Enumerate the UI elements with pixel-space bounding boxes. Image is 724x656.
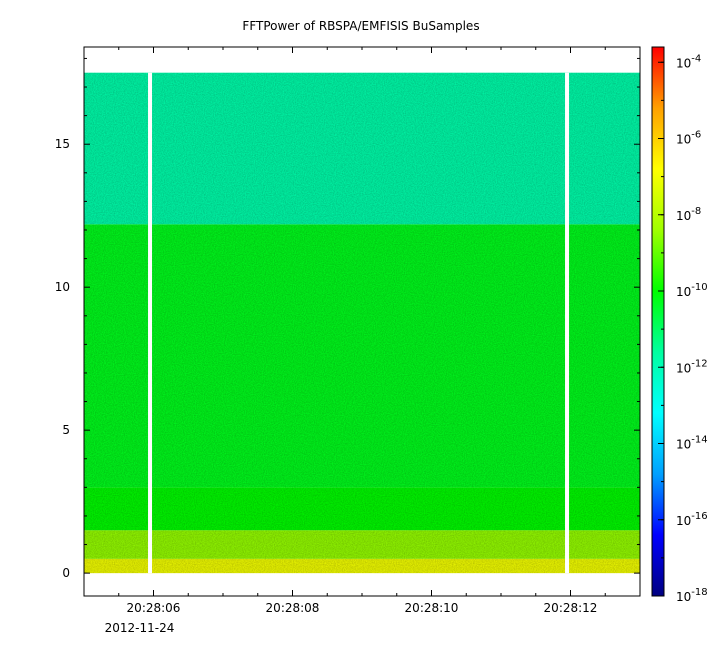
colorbar-tick-exponent: -4 <box>691 53 701 64</box>
colorbar-tick-label: 10-18 <box>676 587 708 604</box>
x-tick-date-label: 2012-11-24 <box>105 621 175 635</box>
data-gap-1 <box>565 72 570 574</box>
colorbar-tick-exponent: -14 <box>691 435 707 446</box>
colorbar-tick-label: 10-6 <box>676 130 701 147</box>
colorbar-tick-label: 10-16 <box>676 511 708 528</box>
spectrogram-band-0 <box>84 558 640 574</box>
x-tick-label: 20:28:12 <box>544 601 598 615</box>
colorbar-tick-label: 10-12 <box>676 358 708 375</box>
spectrogram-band-2 <box>84 487 640 531</box>
chart-title: FFTPower of RBSPA/EMFISIS BuSamples <box>242 19 479 33</box>
colorbar-tick-exponent: -12 <box>691 358 707 369</box>
spectrogram-band-1 <box>84 530 640 559</box>
y-tick-label: 10 <box>55 280 70 294</box>
y-tick-label: 15 <box>55 137 70 151</box>
x-tick-label: 20:28:06 <box>127 601 181 615</box>
y-tick-label: 5 <box>62 423 70 437</box>
colorbar-tick-label: 10-4 <box>676 53 701 70</box>
plot-area: 20:28:06 2012-11-24 20:28:08 20:28:10 20:28:… <box>55 46 641 635</box>
colorbar-tick-exponent: -6 <box>691 130 701 141</box>
x-axis: 20:28:06 2012-11-24 20:28:08 20:28:10 20:28:… <box>83 47 641 635</box>
colorbar-ticks: 10-18 10-16 10-14 10-12 10-10 10-8 10-6 10-4 <box>658 53 708 604</box>
colorbar-tick-exponent: -16 <box>691 511 707 522</box>
colorbar-gradient <box>651 46 665 597</box>
spectrogram-bands <box>84 72 640 574</box>
colorbar-tick-label: 10-10 <box>676 282 708 299</box>
spectrogram-band-4 <box>84 72 640 225</box>
data-gap-0 <box>148 72 153 574</box>
colorbar: 10-18 10-16 10-14 10-12 10-10 10-8 10-6 10-4 <box>651 46 708 604</box>
colorbar-tick-exponent: -8 <box>691 206 701 217</box>
spectrogram-band-3 <box>84 224 640 488</box>
colorbar-tick-exponent: -18 <box>691 587 707 598</box>
x-tick-label: 20:28:08 <box>266 601 320 615</box>
data-gaps <box>148 72 570 574</box>
colorbar-tick-exponent: -10 <box>691 282 707 293</box>
colorbar-tick-label: 10-14 <box>676 435 708 452</box>
y-axis: 0 5 10 15 <box>55 57 640 580</box>
y-tick-label: 0 <box>62 566 70 580</box>
colorbar-tick-label: 10-8 <box>676 206 701 223</box>
x-tick-label: 20:28:10 <box>405 601 459 615</box>
